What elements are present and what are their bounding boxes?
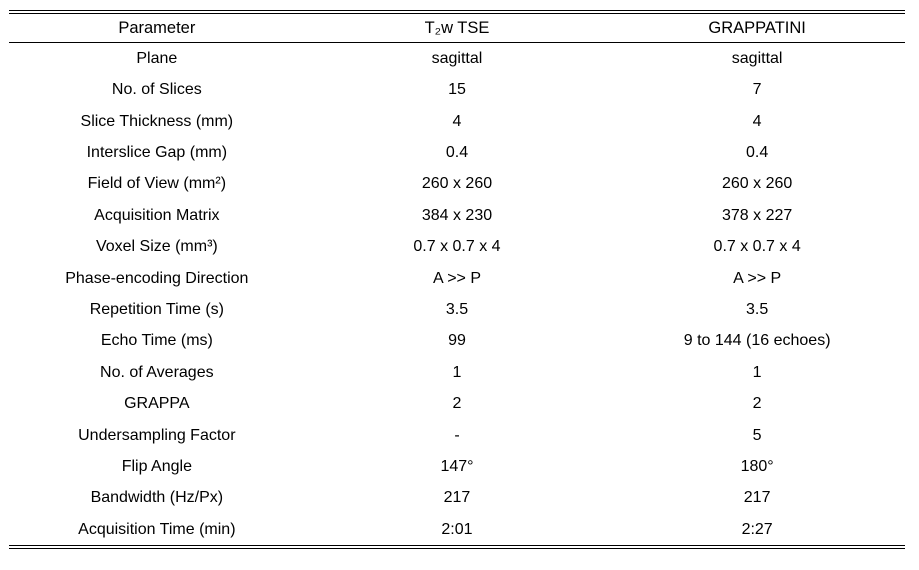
table-row: No. of Averages 1 1 — [9, 357, 905, 388]
row-grappatini-value: 0.7 x 0.7 x 4 — [713, 238, 801, 256]
row-parameter-label: Acquisition Matrix — [94, 206, 220, 224]
row-grappatini-value: 260 x 260 — [721, 175, 793, 193]
row-grappatini-value: 3.5 — [746, 301, 769, 319]
row-parameter-label: Acquisition Time (min) — [78, 520, 236, 538]
row-grappatini-value: 217 — [743, 489, 771, 507]
row-parameter-label: GRAPPA — [124, 395, 190, 413]
row-t2w-tse-value: 4 — [452, 112, 462, 130]
row-t2w-tse-value: 2 — [452, 395, 462, 413]
row-t2w-tse-value: 0.7 x 0.7 x 4 — [413, 238, 501, 256]
row-parameter-label: Plane — [136, 49, 178, 67]
row-parameter-label: Flip Angle — [121, 457, 192, 475]
row-parameter-label: Repetition Time (s) — [89, 301, 224, 319]
row-parameter-label: No. of Averages — [100, 363, 214, 381]
header-divider — [9, 42, 905, 43]
row-parameter-label: Bandwidth (Hz/Px) — [90, 489, 224, 507]
row-grappatini-value: 378 x 227 — [721, 206, 793, 224]
row-t2w-tse-value: 147° — [440, 457, 474, 475]
column-header-parameter: Parameter — [118, 18, 196, 37]
row-grappatini-value: sagittal — [731, 49, 783, 67]
mri-parameters-table: Parameter T₂w TSE GRAPPATINI Plane sagitt… — [9, 10, 905, 550]
row-grappatini-value: A >> P — [733, 269, 782, 287]
row-grappatini-value: 7 — [752, 81, 762, 99]
table-row: Field of View (mm²) 260 x 260 260 x 260 — [9, 169, 905, 200]
table-row: Bandwidth (Hz/Px) 217 217 — [9, 482, 905, 513]
row-t2w-tse-value: 0.4 — [445, 144, 469, 162]
table-row: Slice Thickness (mm) 4 4 — [9, 106, 905, 137]
column-header-t2w-tse: T₂w TSE — [424, 18, 490, 37]
row-parameter-label: Field of View (mm²) — [87, 175, 227, 193]
row-t2w-tse-value: 217 — [443, 489, 471, 507]
row-parameter-label: Voxel Size (mm³) — [95, 238, 218, 256]
table-top-border — [9, 10, 905, 14]
table-row: GRAPPA 2 2 — [9, 388, 905, 419]
table-row: Echo Time (ms) 99 9 to 144 (16 echoes) — [9, 326, 905, 357]
table-row: Acquisition Time (min) 2:01 2:27 — [9, 514, 905, 545]
table-row: Flip Angle 147° 180° — [9, 451, 905, 482]
row-t2w-tse-value: 15 — [448, 81, 466, 99]
row-t2w-tse-value: 3.5 — [445, 301, 469, 319]
row-t2w-tse-value: 99 — [448, 332, 466, 350]
table-row: Repetition Time (s) 3.5 3.5 — [9, 294, 905, 325]
table-row: Phase-encoding Direction A >> P A >> P — [9, 263, 905, 294]
row-parameter-label: Undersampling Factor — [78, 426, 236, 444]
table-header-row: Parameter T₂w TSE GRAPPATINI — [9, 14, 905, 42]
table-row: Acquisition Matrix 384 x 230 378 x 227 — [9, 200, 905, 231]
row-parameter-label: Phase-encoding Direction — [65, 269, 249, 287]
table-bottom-border — [9, 545, 905, 550]
table-row: Undersampling Factor - 5 — [9, 420, 905, 451]
table-row: Plane sagittal sagittal — [9, 43, 905, 74]
row-t2w-tse-value: 384 x 230 — [421, 206, 493, 224]
row-grappatini-value: 1 — [752, 363, 762, 381]
column-header-grappatini: GRAPPATINI — [708, 18, 806, 37]
table-row: Interslice Gap (mm) 0.4 0.4 — [9, 137, 905, 168]
row-t2w-tse-value: - — [454, 426, 460, 444]
row-grappatini-value: 9 to 144 (16 echoes) — [683, 332, 831, 350]
row-t2w-tse-value: A >> P — [432, 269, 481, 287]
row-grappatini-value: 2:27 — [741, 520, 773, 538]
row-grappatini-value: 4 — [752, 112, 762, 130]
row-t2w-tse-value: 1 — [452, 363, 462, 381]
row-grappatini-value: 2 — [752, 395, 762, 413]
row-grappatini-value: 5 — [752, 426, 762, 444]
table-row: No. of Slices 15 7 — [9, 74, 905, 105]
row-parameter-label: Echo Time (ms) — [100, 332, 213, 350]
row-parameter-label: No. of Slices — [111, 81, 202, 99]
row-grappatini-value: 180° — [740, 457, 774, 475]
row-grappatini-value: 0.4 — [746, 144, 769, 162]
row-t2w-tse-value: 2:01 — [441, 520, 473, 538]
table-body: Plane sagittal sagittal No. of Slices 15 7 Sli… — [9, 43, 905, 545]
row-t2w-tse-value: 260 x 260 — [421, 175, 493, 193]
row-parameter-label: Slice Thickness (mm) — [80, 112, 234, 130]
row-parameter-label: Interslice Gap (mm) — [86, 144, 228, 162]
row-t2w-tse-value: sagittal — [431, 49, 483, 67]
table-row: Voxel Size (mm³) 0.7 x 0.7 x 4 0.7 x 0.7 x… — [9, 231, 905, 262]
